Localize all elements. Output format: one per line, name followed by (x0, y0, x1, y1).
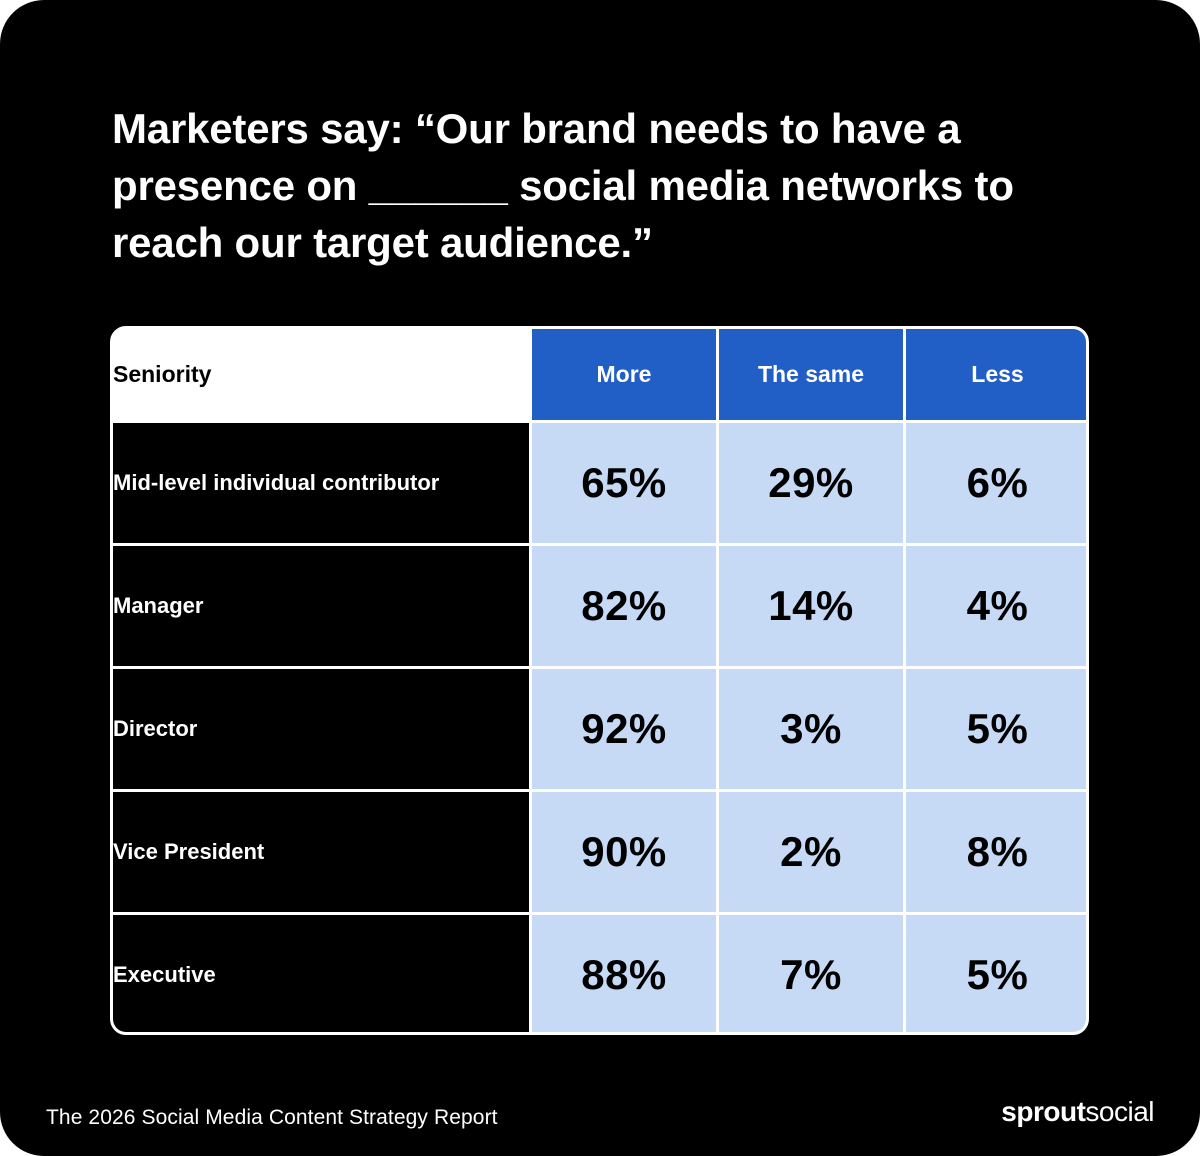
logo-word-social: social (1085, 1096, 1154, 1127)
value-cell-the-same: 2% (716, 789, 906, 915)
row-label: Executive (113, 912, 532, 1032)
value-cell-less: 4% (903, 543, 1086, 669)
table-body: Mid-level individual contributor 65% 29% 6%… (113, 420, 1086, 1032)
row-label: Vice President (113, 789, 532, 915)
value-cell-more: 65% (529, 420, 719, 546)
row-label: Mid-level individual contributor (113, 420, 532, 546)
row-header-label: Seniority (113, 329, 532, 423)
value-cell-more: 88% (529, 912, 719, 1032)
value-cell-less: 8% (903, 789, 1086, 915)
value-cell-less: 6% (903, 420, 1086, 546)
column-header-more: More (529, 329, 719, 423)
value-cell-more: 82% (529, 543, 719, 669)
value-cell-the-same: 14% (716, 543, 906, 669)
logo-word-sprout: sprout (1001, 1096, 1086, 1127)
table-row: Vice President 90% 2% 8% (113, 789, 1086, 915)
value-cell-less: 5% (903, 666, 1086, 792)
column-header-less: Less (903, 329, 1086, 423)
row-label: Director (113, 666, 532, 792)
header-row: Seniority More The same Less (113, 329, 1086, 423)
headline: Marketers say: “Our brand needs to have … (112, 105, 1014, 266)
value-cell-the-same: 29% (716, 420, 906, 546)
column-header-the-same: The same (716, 329, 906, 423)
value-cell-more: 90% (529, 789, 719, 915)
sprout-social-logo: sproutsocial (1001, 1096, 1154, 1128)
report-title: The 2026 Social Media Content Strategy R… (46, 1106, 498, 1129)
data-table: Seniority More The same Less Mid-level i… (113, 329, 1086, 1032)
table-row: Manager 82% 14% 4% (113, 543, 1086, 669)
value-cell-less: 5% (903, 912, 1086, 1032)
value-cell-more: 92% (529, 666, 719, 792)
row-label: Manager (113, 543, 532, 669)
table-row: Director 92% 3% 5% (113, 666, 1086, 792)
value-cell-the-same: 7% (716, 912, 906, 1032)
table-row: Executive 88% 7% 5% (113, 912, 1086, 1032)
seniority-table: Seniority More The same Less Mid-level i… (110, 326, 1089, 1035)
table-row: Mid-level individual contributor 65% 29% 6% (113, 420, 1086, 546)
value-cell-the-same: 3% (716, 666, 906, 792)
